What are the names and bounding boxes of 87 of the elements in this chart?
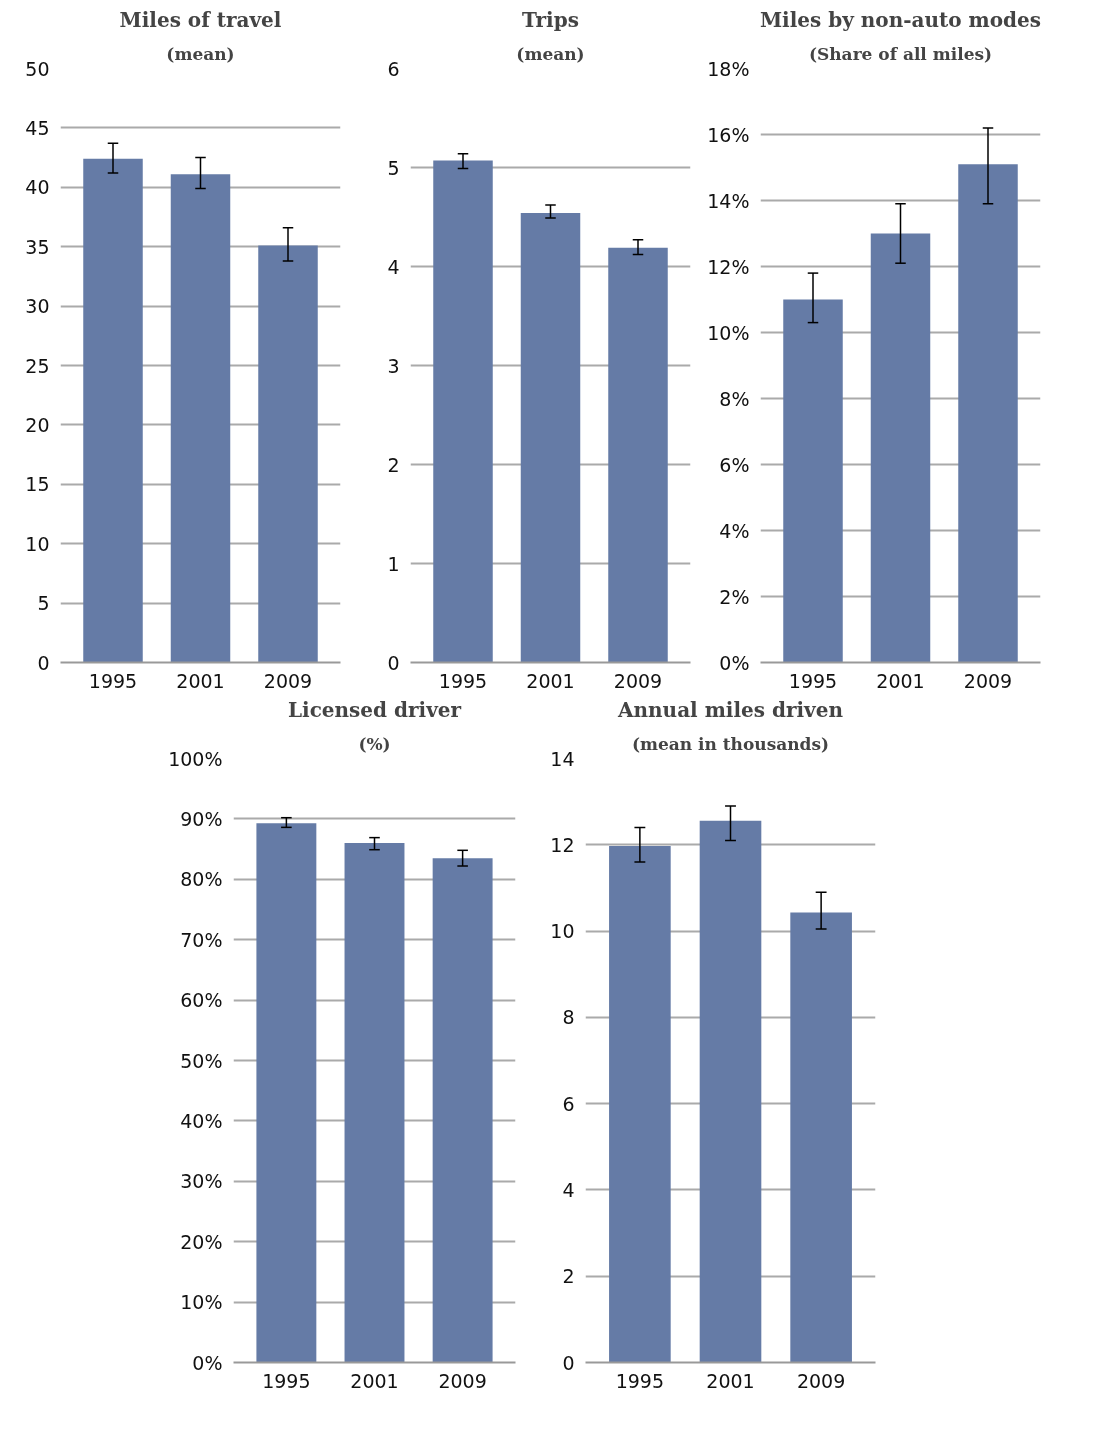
y-tick-label: 40 bbox=[25, 176, 50, 199]
x-tick-label: 1995 bbox=[88, 669, 138, 692]
x-tick-label: 2009 bbox=[796, 1369, 846, 1392]
y-tick-label: 10 bbox=[550, 920, 575, 943]
y-tick-label: 0% bbox=[192, 1351, 223, 1374]
x-tick-label: 1995 bbox=[438, 669, 488, 692]
bar bbox=[432, 858, 493, 1363]
y-tick-label: 8 bbox=[562, 1006, 575, 1029]
chart-title: Miles by non-auto modes bbox=[759, 7, 1042, 32]
chart-subtitle: (mean in thousands) bbox=[631, 733, 830, 754]
y-tick-label: 15 bbox=[25, 473, 50, 496]
y-tick-label: 0 bbox=[37, 651, 50, 674]
y-tick-label: 30% bbox=[180, 1170, 223, 1193]
y-tick-label: 35 bbox=[25, 235, 50, 258]
bar bbox=[609, 846, 671, 1363]
y-tick-label: 12 bbox=[550, 833, 575, 856]
y-tick-label: 10 bbox=[25, 532, 50, 555]
bar bbox=[256, 823, 317, 1363]
y-tick-label: 2% bbox=[719, 585, 750, 608]
y-tick-label: 5 bbox=[37, 592, 50, 615]
y-tick-label: 2 bbox=[562, 1265, 575, 1288]
y-tick-label: 80% bbox=[180, 868, 223, 891]
y-tick-label: 0% bbox=[719, 651, 750, 674]
chart-title: Annual miles driven bbox=[617, 697, 844, 722]
bar bbox=[83, 158, 143, 663]
y-tick-label: 1 bbox=[387, 552, 400, 575]
y-tick-label: 2 bbox=[387, 453, 400, 476]
y-tick-label: 14% bbox=[707, 189, 750, 212]
y-tick-label: 5 bbox=[387, 156, 400, 179]
y-tick-label: 0 bbox=[562, 1351, 575, 1374]
y-tick-label: 4 bbox=[562, 1178, 575, 1201]
x-tick-label: 2009 bbox=[963, 669, 1013, 692]
y-tick-label: 70% bbox=[180, 928, 223, 951]
y-tick-label: 10% bbox=[707, 321, 750, 344]
bar bbox=[790, 912, 852, 1363]
bar bbox=[608, 247, 668, 663]
x-tick-label: 2001 bbox=[176, 669, 225, 692]
y-tick-label: 25 bbox=[25, 354, 50, 377]
bar bbox=[170, 174, 231, 663]
y-tick-label: 20% bbox=[180, 1230, 223, 1253]
x-tick-label: 1995 bbox=[262, 1369, 311, 1392]
y-tick-label: 4% bbox=[719, 519, 750, 542]
y-tick-label: 6 bbox=[387, 57, 400, 80]
x-tick-label: 2009 bbox=[438, 1369, 487, 1392]
bar bbox=[433, 160, 493, 663]
y-tick-label: 8% bbox=[719, 387, 750, 410]
y-tick-label: 16% bbox=[707, 123, 750, 146]
y-tick-label: 18% bbox=[707, 57, 750, 80]
y-tick-label: 3 bbox=[387, 354, 400, 377]
bar bbox=[870, 233, 931, 663]
y-tick-label: 40% bbox=[180, 1109, 223, 1132]
bar bbox=[344, 843, 405, 1363]
y-tick-label: 0 bbox=[387, 651, 400, 674]
bar bbox=[783, 299, 843, 663]
y-tick-label: 4 bbox=[387, 255, 400, 278]
y-tick-label: 20 bbox=[25, 413, 50, 436]
y-tick-label: 50 bbox=[25, 57, 50, 80]
chart-title: Licensed driver bbox=[287, 697, 462, 722]
x-tick-label: 2009 bbox=[263, 669, 313, 692]
chart-subtitle: (mean) bbox=[166, 43, 235, 64]
y-tick-label: 45 bbox=[25, 116, 50, 139]
chart-subtitle: (%) bbox=[358, 733, 391, 754]
y-tick-label: 90% bbox=[180, 807, 223, 830]
chart-title: Trips bbox=[522, 7, 579, 32]
y-tick-label: 14 bbox=[550, 747, 575, 770]
y-tick-label: 60% bbox=[180, 989, 223, 1012]
x-tick-label: 2001 bbox=[706, 1369, 755, 1392]
y-tick-label: 12% bbox=[707, 255, 750, 278]
x-tick-label: 2009 bbox=[613, 669, 663, 692]
y-tick-label: 10% bbox=[180, 1291, 223, 1314]
y-tick-label: 50% bbox=[180, 1049, 223, 1072]
bar bbox=[699, 820, 762, 1363]
x-tick-label: 2001 bbox=[526, 669, 575, 692]
bar bbox=[520, 213, 581, 663]
chart-subtitle: (mean) bbox=[516, 43, 585, 64]
bar bbox=[958, 164, 1018, 663]
chart-subtitle: (Share of all miles) bbox=[808, 43, 993, 64]
y-tick-label: 6 bbox=[562, 1092, 575, 1115]
bar bbox=[258, 245, 318, 663]
x-tick-label: 1995 bbox=[788, 669, 838, 692]
y-tick-label: 6% bbox=[719, 453, 750, 476]
x-tick-label: 2001 bbox=[350, 1369, 399, 1392]
x-tick-label: 2001 bbox=[876, 669, 925, 692]
chart-title: Miles of travel bbox=[119, 7, 282, 32]
y-tick-label: 30 bbox=[25, 295, 50, 318]
x-tick-label: 1995 bbox=[615, 1369, 665, 1392]
y-tick-label: 100% bbox=[168, 747, 223, 770]
